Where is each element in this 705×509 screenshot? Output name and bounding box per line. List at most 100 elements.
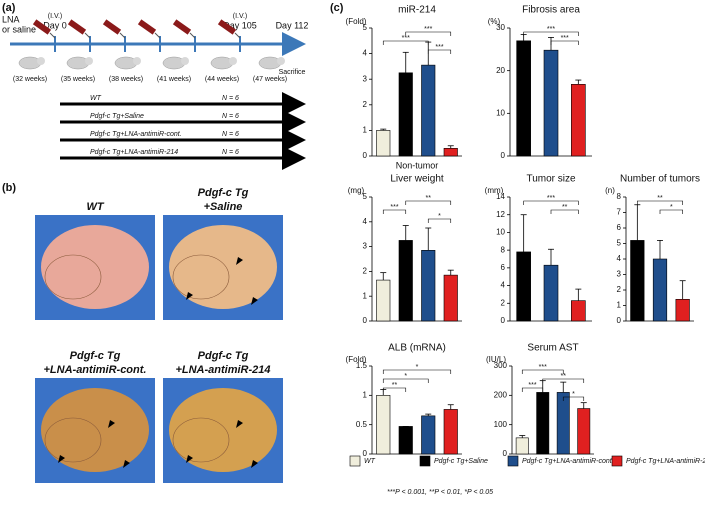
y-tick-label: 4 [617, 254, 622, 263]
bar [571, 300, 586, 322]
legend-swatch [419, 455, 431, 467]
y-tick-label: 2 [617, 285, 622, 294]
significance-label: *** [547, 26, 555, 33]
mouse-head [277, 57, 285, 65]
legend-swatch [349, 455, 361, 467]
photo-label: WT [86, 201, 104, 213]
y-tick-label: 6 [617, 223, 622, 232]
arrowhead [123, 460, 130, 468]
syringe [217, 19, 237, 35]
panel-label: (c) [330, 2, 344, 14]
significance-label: *** [539, 364, 547, 371]
significance-label: *** [402, 35, 410, 42]
y-tick-label: 3 [363, 74, 368, 83]
syringe [102, 19, 122, 35]
footnote: ***P < 0.001, **P < 0.01, *P < 0.05 [387, 489, 493, 496]
liver-lobe [44, 417, 102, 463]
syringe-needle [189, 32, 196, 39]
significance-bracket [405, 200, 452, 205]
significance-bracket [427, 218, 452, 223]
y-tick-label: 10 [496, 228, 505, 237]
y-tick-label: 0 [363, 449, 368, 458]
bar [556, 392, 570, 455]
significance-label: ** [657, 195, 663, 202]
group-n: N = 6 [222, 149, 239, 156]
arrowhead [251, 297, 258, 305]
x-axis-label: Non-tumor [396, 160, 439, 170]
group-n: N = 6 [222, 113, 239, 120]
significance-label: ** [426, 195, 432, 202]
significance-label: * [438, 213, 441, 220]
week-label: (41 weeks) [157, 76, 191, 83]
mouse-head [229, 57, 237, 65]
significance-label: *** [435, 44, 443, 51]
bar [376, 130, 391, 157]
y-axis-label: (Fold) [346, 355, 367, 364]
legend-label: Pdgf-c Tg+LNA-antimiR-cont. [522, 458, 614, 465]
bar [675, 298, 690, 322]
bar [543, 264, 559, 322]
chart-title: Serum AST [527, 343, 578, 354]
mouse-head [133, 57, 141, 65]
significance-bracket [382, 387, 407, 392]
photo-label: +LNA-antimiR-214 [175, 364, 270, 376]
photo-label: +Saline [204, 201, 243, 213]
bar [516, 251, 531, 322]
significance-label: ** [561, 373, 567, 380]
bar [443, 274, 458, 322]
bar [421, 64, 436, 157]
group-label: Pdgf-c Tg+LNA-antimiR-cont. [90, 131, 182, 138]
y-tick-label: 1 [363, 126, 368, 135]
y-axis-label: (Fold) [346, 17, 367, 26]
y-tick-label: 200 [494, 390, 508, 399]
y-tick-label: 1.5 [356, 361, 368, 370]
y-tick-label: 4 [501, 281, 506, 290]
bar [443, 409, 458, 455]
y-tick-label: 3 [617, 270, 622, 279]
syringe [32, 19, 52, 35]
arrowhead [236, 257, 243, 265]
timeline-text: Day 0 [43, 20, 67, 30]
significance-label: * [670, 204, 673, 211]
bar [398, 72, 413, 157]
group-label: WT [90, 95, 102, 102]
significance-label: *** [528, 382, 536, 389]
syringe-needle [234, 32, 241, 39]
bar [398, 240, 413, 322]
y-axis-label: (IU/L) [486, 355, 506, 364]
photo-label: Pdgf-c Tg [198, 350, 249, 362]
significance-bracket [521, 387, 544, 392]
week-label: (38 weeks) [109, 76, 143, 83]
y-tick-label: 0.5 [356, 420, 368, 429]
y-tick-label: 5 [363, 192, 368, 201]
arrowhead [251, 460, 258, 468]
group-label: Pdgf-c Tg+LNA-antimiR-214 [90, 149, 178, 156]
y-tick-label: 12 [496, 210, 505, 219]
syringe-needle [119, 32, 126, 39]
panel-label: (a) [2, 2, 16, 14]
week-label: (47 weeks) [253, 76, 287, 83]
liver-lobe [172, 254, 230, 300]
group-n: N = 6 [222, 95, 239, 102]
significance-label: * [572, 391, 575, 398]
y-tick-label: 10 [496, 108, 505, 117]
y-tick-label: 5 [363, 23, 368, 32]
bar [516, 40, 531, 157]
mouse-head [85, 57, 93, 65]
significance-bracket [405, 31, 452, 36]
mouse-head [181, 57, 189, 65]
bar [421, 415, 436, 455]
significance-label: *** [390, 204, 398, 211]
y-axis-label: (mm) [485, 186, 504, 195]
y-tick-label: 14 [496, 192, 505, 201]
bar [652, 258, 668, 322]
y-tick-label: 7 [617, 208, 622, 217]
bar [543, 49, 559, 157]
significance-bracket [382, 369, 452, 374]
liver-lobe [44, 254, 102, 300]
y-tick-label: 0 [501, 316, 506, 325]
significance-bracket [659, 209, 683, 214]
significance-bracket [542, 378, 585, 383]
syringe [172, 19, 192, 35]
timeline-text: or saline [2, 24, 36, 34]
